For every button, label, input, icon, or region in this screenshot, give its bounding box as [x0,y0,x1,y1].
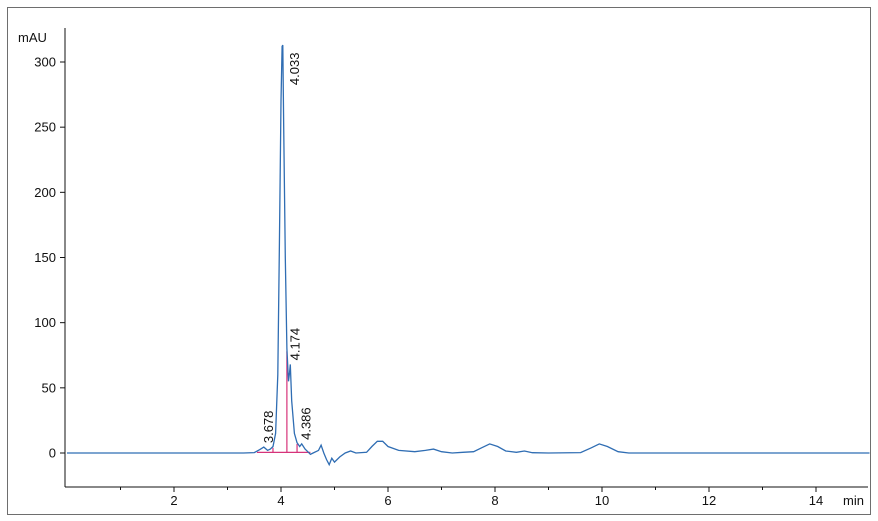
x-tick-label: 2 [170,493,177,508]
tick-group: 0 50 100 150 200 250 300 2 4 6 8 10 12 14 [34,55,823,509]
chromatogram-chart: mAU min 0 50 100 150 200 250 300 2 4 6 8 10 12 14 3.6… [18,28,870,509]
x-tick-label: 8 [491,493,498,508]
peak-retention-label: 3.678 [261,411,276,444]
peak-label-group: 3.678 4.033 4.174 4.386 [261,53,314,444]
x-tick-label: 10 [595,493,609,508]
y-tick-label: 100 [34,315,56,330]
x-tick-label: 4 [277,493,284,508]
x-tick-label: 14 [809,493,823,508]
chart-frame: mAU min 0 50 100 150 200 250 300 2 4 6 8 10 12 14 3.6… [7,7,871,515]
axes: mAU min [18,28,868,508]
y-tick-label: 200 [34,185,56,200]
y-axis-unit-label: mAU [18,30,47,45]
y-tick-label: 0 [49,446,56,461]
y-tick-label: 50 [42,380,56,395]
chromatogram-trace [67,44,870,467]
integration-marks [256,351,311,453]
y-tick-label: 250 [34,120,56,135]
x-axis-unit-label: min [843,493,864,508]
peak-retention-label: 4.174 [287,328,302,361]
x-tick-label: 12 [702,493,716,508]
y-tick-label: 300 [34,55,56,70]
peak-retention-label: 4.386 [299,407,314,440]
x-tick-label: 6 [384,493,391,508]
y-tick-label: 150 [34,250,56,265]
peak-retention-label: 4.033 [287,53,302,86]
